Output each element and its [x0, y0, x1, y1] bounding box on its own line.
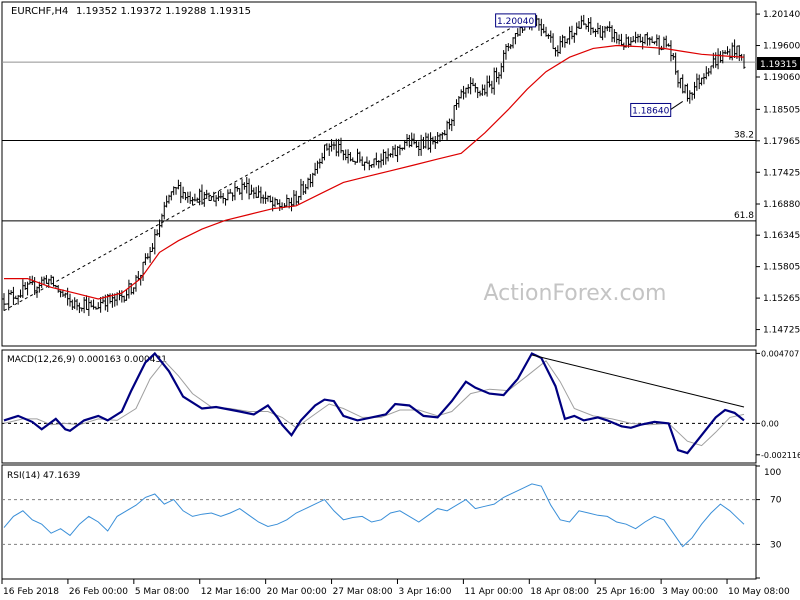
price-panel: EURCHF,H4 1.19352 1.19372 1.19288 1.1931…: [1, 1, 800, 347]
moving-average-line: [4, 44, 745, 300]
price-tick-label: 1.16880: [763, 200, 800, 210]
price-tick-label: 1.18505: [763, 105, 800, 115]
rsi-panel: RSI(14) 47.1639 100 70 30: [1, 464, 782, 580]
x-tick-label: 25 Apr 16:00: [596, 587, 655, 597]
watermark: ActionForex.com: [484, 281, 667, 306]
x-tick-label: 3 May 00:00: [662, 587, 718, 597]
x-tick-label: 26 Feb 00:00: [69, 587, 128, 597]
current-price-label: 1.19315: [760, 60, 797, 70]
price-tick-label: 1.19600: [763, 42, 800, 52]
price-tick-label: 1.17425: [763, 168, 800, 178]
x-tick-label: 3 Apr 16:00: [398, 587, 451, 597]
price-annotation: 1.18640: [630, 101, 684, 117]
macd-signal-line: [3, 360, 745, 447]
macd-trendline: [531, 354, 745, 408]
rsi-tick-label: 30: [770, 540, 782, 550]
macd-tick-label: -0.002116: [761, 451, 800, 460]
macd-tick-label: 0.004707: [761, 349, 799, 358]
price-tick-label: 1.16345: [763, 231, 800, 241]
x-tick-label: 5 Mar 08:00: [135, 587, 190, 597]
macd-tick-label: 0.00: [761, 419, 779, 428]
price-header-symbol: EURCHF,H4: [11, 6, 68, 17]
price-tick-label: 1.19060: [763, 73, 800, 83]
x-tick-label: 10 May 08:00: [728, 587, 790, 597]
price-tick-label: 1.15265: [763, 294, 800, 304]
price-trendline: [3, 15, 533, 312]
price-tick-label: 1.17965: [763, 137, 800, 147]
x-tick-label: 11 Apr 00:00: [464, 587, 523, 597]
rsi-line: [3, 483, 745, 548]
price-tick-label: 1.15805: [763, 263, 800, 273]
current-price-marker: 1.19315: [757, 57, 800, 70]
fib-level-label: 38.2: [734, 130, 754, 140]
macd-panel: MACD(12,26,9) 0.000163 0.000431 0.004707…: [1, 349, 800, 464]
rsi-tick-label: 100: [764, 468, 781, 478]
x-tick-label: 12 Mar 16:00: [201, 587, 261, 597]
x-tick-label: 16 Feb 2018: [3, 587, 59, 597]
price-annotation-label: 1.18640: [632, 106, 669, 116]
price-annotation: 1.20040: [495, 13, 537, 28]
x-tick-label: 27 Mar 08:00: [333, 587, 393, 597]
x-tick-label: 20 Mar 00:00: [267, 587, 327, 597]
price-header-ohlc: 1.19352 1.19372 1.19288 1.19315: [76, 6, 251, 17]
macd-title: MACD(12,26,9) 0.000163 0.000431: [7, 355, 167, 365]
price-tick-label: 1.20140: [763, 10, 800, 20]
x-tick-label: 18 Apr 08:00: [530, 587, 589, 597]
rsi-title: RSI(14) 47.1639: [7, 471, 80, 481]
fib-level-label: 61.8: [734, 211, 754, 221]
rsi-tick-label: 70: [770, 496, 782, 506]
price-tick-label: 1.14725: [763, 326, 800, 336]
macd-main-line: [3, 351, 745, 455]
x-axis: 16 Feb 2018 26 Feb 00:00 5 Mar 08:00 12 Mar…: [1, 579, 790, 597]
price-annotation-label: 1.20040: [497, 17, 534, 27]
